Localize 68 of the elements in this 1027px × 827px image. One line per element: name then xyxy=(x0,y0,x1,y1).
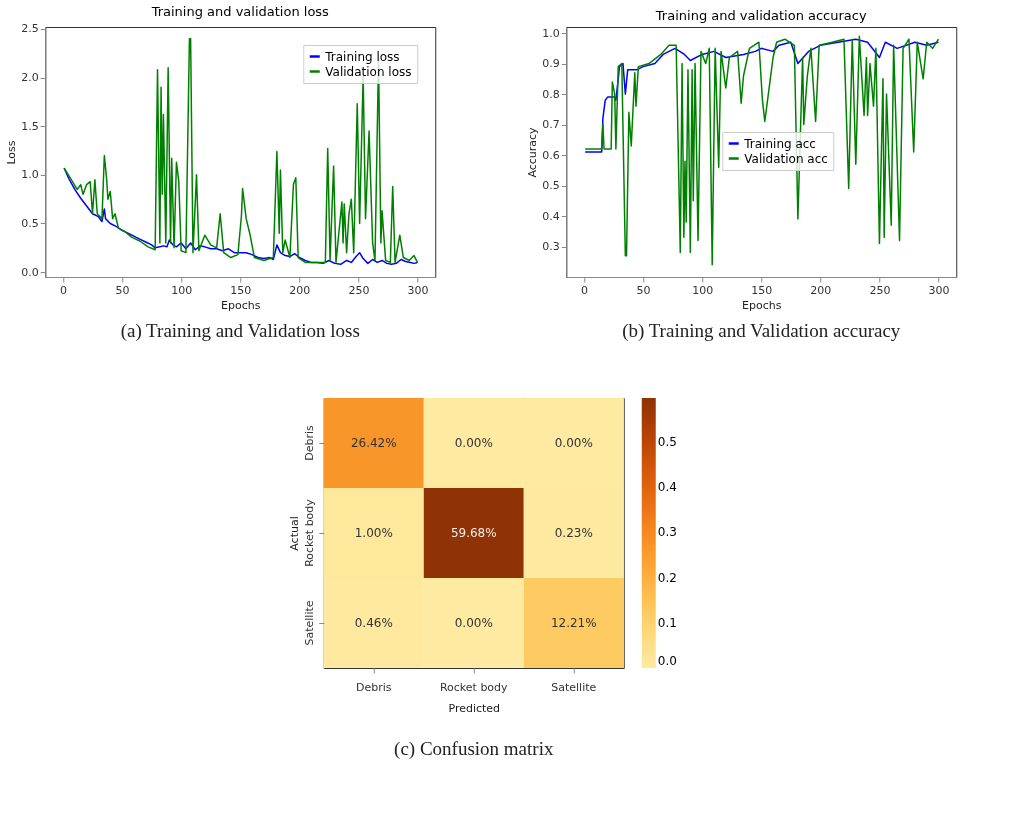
y-tick-label: 0.0 xyxy=(21,265,39,279)
color-bar-label: 0.5 xyxy=(657,434,677,449)
x-tick-label: 250 xyxy=(348,283,370,297)
x-tick-label: 200 xyxy=(289,283,311,297)
line-series xyxy=(63,167,419,266)
data-label: 26.42% xyxy=(350,436,397,450)
x-tick-label: 300 xyxy=(407,283,429,297)
data-label: 59.68% xyxy=(450,526,497,540)
legend-label: Validation acc xyxy=(744,151,828,166)
y-tick-label: 1.0 xyxy=(542,26,560,40)
y-tick-label: 0.5 xyxy=(21,217,39,230)
y-tick-label: 1.0 xyxy=(21,168,39,182)
y-tick-label: 0.7 xyxy=(542,118,560,132)
y-tick-label: 0.3 xyxy=(542,240,560,254)
color-bar-label: 0.1 xyxy=(657,615,677,630)
color-bar-label: 0.3 xyxy=(657,525,677,540)
color-bar-label: 0.4 xyxy=(657,480,677,495)
chart-title: Training and validation accuracy xyxy=(654,8,867,23)
line-series xyxy=(584,38,940,153)
x-tick-label: 100 xyxy=(692,283,714,297)
x-tick-label: 250 xyxy=(869,283,891,297)
text: (b) Training and Validation accuracy xyxy=(622,320,901,342)
data-label: 0.46% xyxy=(354,616,393,630)
color-bar-label: 0.0 xyxy=(657,654,677,668)
y-tick-label: 2.0 xyxy=(21,71,39,85)
x-tick-label: Satellite xyxy=(551,680,597,694)
legend-label: Validation loss xyxy=(325,64,412,79)
y-axis-title: Accuracy xyxy=(526,126,540,178)
x-axis-title: Predicted xyxy=(448,701,501,715)
line-series xyxy=(584,35,940,266)
text: (a) Training and Validation loss xyxy=(120,320,360,342)
y-tick-label: Debris xyxy=(303,424,317,461)
y-tick-label: 0.4 xyxy=(542,209,560,223)
x-axis-title: Epochs xyxy=(742,298,782,312)
x-tick-label: Rocket body xyxy=(439,680,509,694)
x-tick-label: 0 xyxy=(580,283,588,297)
y-tick-label: Rocket body xyxy=(303,498,317,567)
x-tick-label: 100 xyxy=(171,283,193,297)
y-tick-label: 0.6 xyxy=(542,148,560,162)
x-tick-label: 150 xyxy=(230,283,252,297)
x-tick-label: 0 xyxy=(59,283,67,297)
x-tick-label: 300 xyxy=(928,283,950,297)
y-axis-title: Loss xyxy=(5,140,19,165)
data-label: 12.21% xyxy=(550,616,597,630)
y-tick-label: 0.5 xyxy=(542,179,560,193)
x-axis-title: Epochs xyxy=(221,298,261,312)
x-tick-label: 50 xyxy=(115,283,130,297)
x-tick-label: Debris xyxy=(355,680,392,694)
line-series xyxy=(63,37,419,264)
x-tick-label: 50 xyxy=(636,283,651,297)
data-label: 0.00% xyxy=(554,436,593,450)
data-label: 0.00% xyxy=(454,436,493,450)
legend-label: Training loss xyxy=(324,49,400,64)
data-label: 1.00% xyxy=(354,526,393,540)
x-tick-label: 200 xyxy=(810,283,832,297)
y-axis-title: Actual xyxy=(288,516,302,551)
data-label: 0.00% xyxy=(454,616,493,630)
x-tick-label: 150 xyxy=(751,283,773,297)
legend-label: Training acc xyxy=(743,136,816,151)
chart-title: Training and validation loss xyxy=(150,3,330,19)
y-tick-label: 1.5 xyxy=(21,119,39,133)
y-tick-label: Satellite xyxy=(303,600,317,646)
y-tick-label: 0.9 xyxy=(542,57,560,71)
y-tick-label: 0.8 xyxy=(542,87,560,101)
data-label: 0.23% xyxy=(554,526,593,540)
text: (c) Confusion matrix xyxy=(394,738,554,760)
y-tick-label: 2.5 xyxy=(21,22,39,36)
color-bar-label: 0.2 xyxy=(657,570,677,585)
